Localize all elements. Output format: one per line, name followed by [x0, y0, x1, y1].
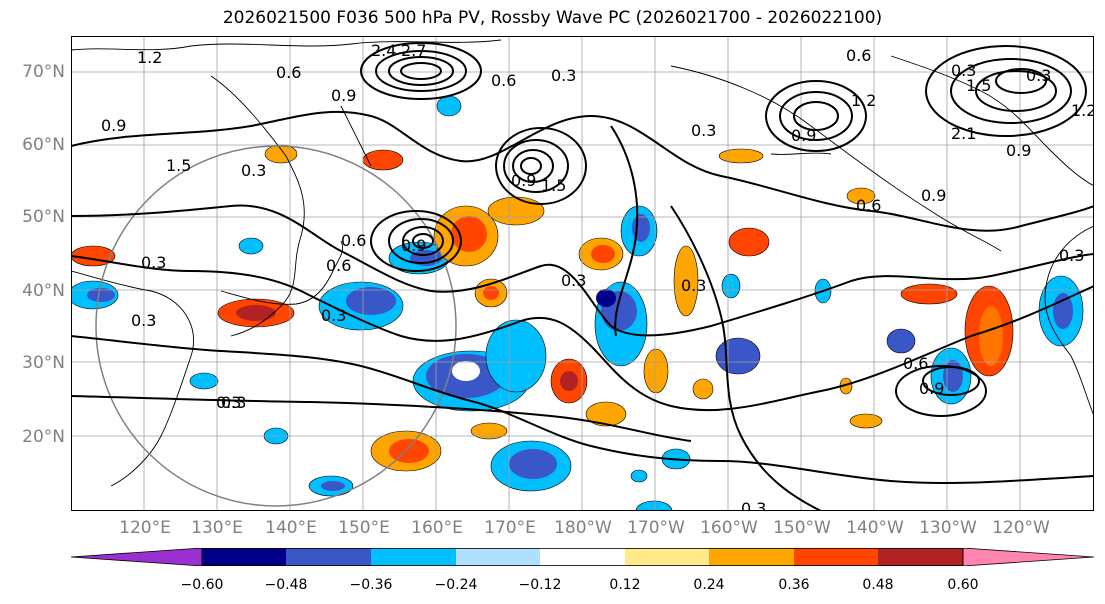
contour-label: 0.3 — [131, 311, 156, 330]
colorbar-tick: 0.36 — [778, 577, 810, 593]
contour-label: 0.3 — [691, 121, 716, 140]
map-panel: 1.2 0.6 2.4 2.7 0.9 0.6 0.3 1.5 0.9 0.3 … — [71, 36, 1094, 511]
lon-label-120e: 120°E — [119, 518, 171, 538]
contour-label: 0.6 — [491, 71, 516, 90]
contour-label: 1.5 — [966, 76, 991, 95]
lat-label-50n: 50°N — [22, 207, 65, 227]
contour-label: 2.1 — [951, 124, 976, 143]
colorbar-arrow-min — [71, 548, 203, 566]
contour-label: 0.3 — [951, 61, 976, 80]
lat-label-40n: 40°N — [22, 281, 65, 301]
colorbar-bin — [709, 548, 794, 566]
colorbar-bin — [371, 548, 456, 566]
lon-label-120w: 120°W — [992, 518, 1050, 538]
contour-label: 0.3 — [561, 271, 586, 290]
colorbar-tick: −0.36 — [349, 577, 393, 593]
colorbar-bin — [286, 548, 371, 566]
lon-label-170e: 170°E — [484, 518, 536, 538]
colorbar — [71, 548, 1094, 566]
colorbar-bin — [540, 548, 625, 566]
contour-label: 1.2 — [137, 48, 162, 67]
lon-label-150w: 150°W — [773, 518, 831, 538]
pv-contours — [71, 42, 1094, 511]
contour-label: 0.3 — [681, 276, 706, 295]
contour-label: 0.9 — [401, 236, 426, 255]
colorbar-bin — [202, 548, 286, 566]
lat-label-20n: 20°N — [22, 427, 65, 447]
lon-label-160w: 160°W — [700, 518, 758, 538]
colorbar-tick: 0.60 — [947, 577, 979, 593]
lon-label-140w: 140°W — [846, 518, 904, 538]
colorbar-tick: −0.60 — [180, 577, 224, 593]
contour-label: 1.5 — [541, 176, 566, 195]
contour-label: 0.9 — [791, 126, 816, 145]
contour-label: 0.6 — [903, 354, 928, 373]
contour-label: 0.6 — [341, 231, 366, 250]
lat-label-70n: 70°N — [22, 62, 65, 82]
contour-label: 1.5 — [166, 156, 191, 175]
lon-label-150e: 150°E — [338, 518, 390, 538]
contour-label: 0.9 — [1006, 141, 1031, 160]
colorbar-bin — [794, 548, 878, 566]
contour-label: 0.9 — [101, 116, 126, 135]
contour-label: 0.6 — [326, 256, 351, 275]
contour-label: 2.7 — [401, 41, 426, 60]
map-canvas: 1.2 0.6 2.4 2.7 0.9 0.6 0.3 1.5 0.9 0.3 … — [71, 36, 1094, 511]
colorbar-tick: −0.12 — [518, 577, 562, 593]
colorbar-tick: 0.12 — [609, 577, 641, 593]
colorbar-bin — [456, 548, 540, 566]
contour-label: 0.3 — [1026, 66, 1051, 85]
colorbar-arrow-max — [962, 548, 1094, 566]
lon-label-160e: 160°E — [411, 518, 463, 538]
contour-label: 0.3 — [216, 393, 241, 412]
contour-label: 0.3 — [741, 499, 766, 511]
lat-label-60n: 60°N — [22, 135, 65, 155]
contour-label: 0.6 — [276, 63, 301, 82]
contour-label: 0.6 — [856, 196, 881, 215]
colorbar-bin — [878, 548, 963, 566]
colorbar-bin — [625, 548, 709, 566]
lon-label-130e: 130°E — [191, 518, 243, 538]
contour-label: 0.3 — [241, 161, 266, 180]
contour-label: 0.9 — [921, 186, 946, 205]
colorbar-tick: 0.48 — [862, 577, 894, 593]
contour-label: 1.2 — [851, 91, 876, 110]
coastlines — [71, 39, 1094, 487]
contour-label: 2.4 — [371, 41, 396, 60]
contour-label: 0.3 — [551, 66, 576, 85]
contour-labels: 1.2 0.6 2.4 2.7 0.9 0.6 0.3 1.5 0.9 0.3 … — [101, 41, 1094, 511]
contour-label: 0.3 — [141, 253, 166, 272]
contour-label: 0.9 — [331, 86, 356, 105]
contour-label: 0.3 — [221, 393, 246, 412]
region-circle — [95, 145, 457, 507]
contour-label: 1.2 — [1071, 101, 1094, 120]
contour-label: 0.3 — [321, 306, 346, 325]
lon-label-180w: 180°W — [554, 518, 612, 538]
contour-label: 0.9 — [511, 171, 536, 190]
lon-label-130w: 130°W — [919, 518, 977, 538]
lat-label-30n: 30°N — [22, 353, 65, 373]
map-title: 2026021500 F036 500 hPa PV, Rossby Wave … — [222, 8, 883, 28]
colorbar-tick: −0.24 — [434, 577, 478, 593]
contour-label: 0.9 — [919, 379, 944, 398]
contour-label: 0.6 — [846, 46, 871, 65]
lon-label-170w: 170°W — [627, 518, 685, 538]
colorbar-tick: 0.24 — [693, 577, 725, 593]
lon-label-140e: 140°E — [265, 518, 317, 538]
colorbar-tick: −0.48 — [264, 577, 308, 593]
contour-label: 0.3 — [1059, 246, 1084, 265]
